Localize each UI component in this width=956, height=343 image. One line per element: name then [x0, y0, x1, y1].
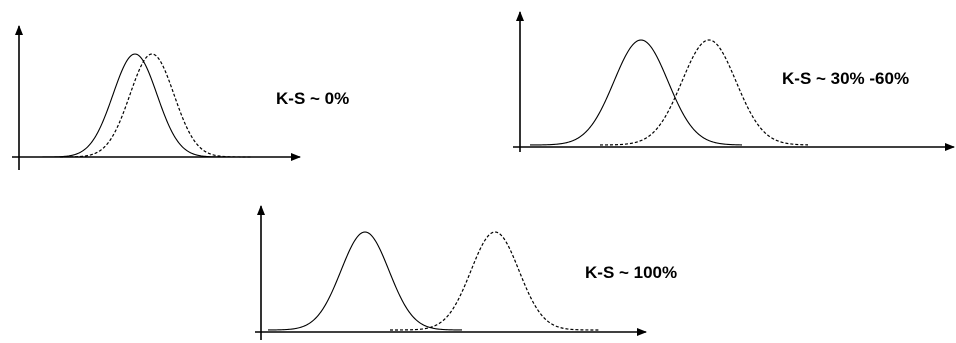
panel-ks-30-60: K-S ~ 30% -60% [513, 11, 955, 152]
panel-ks-100: K-S ~ 100% [255, 205, 677, 340]
ks-label: K-S ~ 100% [585, 263, 677, 282]
panel-ks-0: K-S ~ 0% [12, 25, 349, 170]
distribution-curve-dashed [599, 39, 809, 146]
distribution-curve-solid [268, 231, 462, 331]
ks-label: K-S ~ 0% [276, 89, 349, 108]
distribution-curve-dashed [390, 231, 600, 331]
distribution-curve-solid [30, 53, 240, 158]
distribution-curve-solid [529, 39, 743, 146]
ks-label: K-S ~ 30% -60% [782, 69, 909, 88]
distribution-curve-dashed [60, 53, 252, 158]
